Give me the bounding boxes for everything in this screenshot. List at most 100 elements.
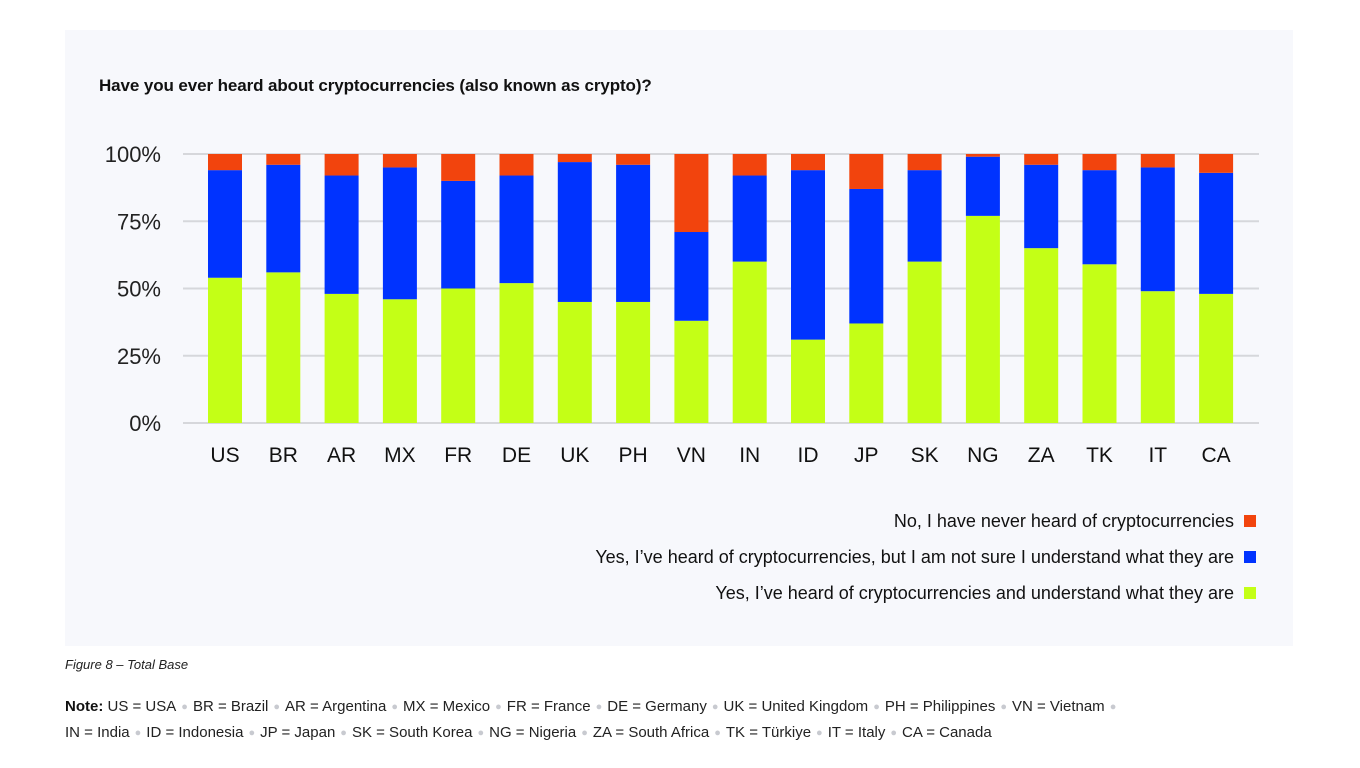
bar-segment-understand	[616, 301, 651, 423]
note-entry: CA = Canada	[902, 724, 992, 741]
bar-segment-not-sure	[266, 164, 301, 273]
bar-segment-never-heard	[557, 154, 592, 163]
x-tick-label: SK	[911, 444, 939, 467]
legend-swatch-red	[1244, 515, 1256, 527]
bar-segment-not-sure	[732, 175, 767, 262]
bar-segment-never-heard	[849, 154, 884, 189]
stacked-bar-chart: 0% 25% 50% 75% 100% US BR AR MX FR DE UK PH VN IN ID JP…	[105, 142, 1259, 467]
bar-stack-uk	[557, 154, 592, 423]
bar-segment-not-sure	[441, 180, 476, 289]
note-entry: SK = South Korea	[351, 724, 473, 741]
x-tick-label: NG	[967, 444, 999, 467]
y-tick-label: 50%	[117, 277, 161, 302]
bar-segment-never-heard	[1024, 154, 1059, 165]
bar-segment-understand	[732, 261, 767, 423]
legend-swatch-blue	[1244, 551, 1256, 563]
note-line-2: IN = India ● ID = Indonesia ● JP = Japan ● SK …	[65, 720, 1265, 746]
bar-segment-understand	[674, 320, 709, 423]
note-label: Note:	[65, 698, 104, 715]
bar-stack-ar	[324, 154, 359, 423]
bar-stack-sk	[907, 154, 942, 423]
bar-stack-de	[499, 154, 534, 423]
bar-stack-fr	[441, 154, 476, 423]
x-tick-label: DE	[502, 444, 531, 467]
bar-segment-understand	[499, 283, 534, 423]
legend-item-heard-not-sure: Yes, I’ve heard of cryptocurrencies, but…	[595, 539, 1256, 575]
gridlines	[183, 153, 1259, 424]
bar-segment-understand	[849, 323, 884, 423]
bar-segment-not-sure	[557, 162, 592, 302]
bar-segment-not-sure	[965, 156, 1000, 216]
bar-stack-in	[732, 154, 767, 423]
bar-segment-never-heard	[1140, 154, 1175, 168]
bar-stack-tk	[1082, 154, 1117, 423]
note-entry: IN = India	[65, 724, 130, 741]
x-tick-label: UK	[560, 444, 589, 467]
bar-stack-id	[791, 154, 825, 423]
x-tick-label: VN	[677, 444, 706, 467]
x-axis-ticks: US BR AR MX FR DE UK PH VN IN ID JP SK NG ZA TK IT CA	[210, 444, 1230, 467]
note-entry: FR = France	[506, 698, 591, 715]
bar-segment-understand	[1024, 248, 1059, 423]
note-entry: US = USA	[107, 698, 177, 715]
legend: No, I have never heard of cryptocurrenci…	[595, 503, 1256, 611]
x-tick-label: PH	[619, 444, 648, 467]
bullet-separator: ●	[1109, 701, 1117, 713]
bar-segment-never-heard	[382, 154, 417, 168]
note-entry: UK = United Kingdom	[723, 698, 869, 715]
bar-segment-never-heard	[965, 154, 1000, 157]
legend-swatch-green	[1244, 587, 1256, 599]
note-entry: TK = Türkiye	[725, 724, 812, 741]
bar-stack-ph	[616, 154, 651, 423]
chart-title: Have you ever heard about cryptocurrenci…	[99, 76, 652, 95]
x-tick-label: AR	[327, 444, 356, 467]
bar-segment-understand	[557, 301, 592, 423]
bullet-separator: ●	[273, 701, 281, 713]
x-tick-label: TK	[1086, 444, 1113, 467]
figure-caption: Figure 8 – Total Base	[65, 657, 189, 672]
bar-segment-not-sure	[1199, 172, 1234, 294]
bullet-separator: ●	[873, 701, 880, 713]
bar-segment-never-heard	[441, 154, 476, 181]
bar-segment-understand	[1140, 291, 1175, 423]
legend-item-heard-understand: Yes, I’ve heard of cryptocurrencies and …	[595, 575, 1256, 611]
note-entry: NG = Nigeria	[489, 724, 577, 741]
bar-segment-not-sure	[324, 175, 359, 294]
x-tick-label: IT	[1148, 444, 1167, 467]
bar-segment-understand	[791, 339, 825, 423]
bar-segment-understand	[441, 288, 476, 423]
bar-segment-understand	[965, 215, 1000, 423]
x-tick-label: IN	[739, 444, 760, 467]
note-entry: DE = Germany	[607, 698, 707, 715]
legend-label: No, I have never heard of cryptocurrenci…	[893, 510, 1234, 531]
note-entry: VN = Vietnam	[1011, 698, 1105, 715]
y-tick-label: 75%	[117, 209, 161, 234]
note-entry: ZA = South Africa	[592, 724, 710, 741]
bar-segment-never-heard	[674, 154, 709, 233]
bar-segment-not-sure	[1140, 167, 1175, 292]
bullet-separator: ●	[595, 701, 603, 713]
x-tick-label: ZA	[1028, 444, 1055, 467]
bar-stack-mx	[382, 154, 417, 423]
bullet-separator: ●	[477, 727, 485, 739]
bar-segment-not-sure	[382, 167, 417, 300]
bar-segment-never-heard	[499, 154, 534, 176]
bar-segment-never-heard	[907, 154, 942, 171]
x-tick-label: CA	[1202, 444, 1231, 467]
x-tick-label: BR	[269, 444, 298, 467]
bar-segment-understand	[208, 277, 242, 423]
x-tick-label: ID	[798, 444, 819, 467]
bullet-separator: ●	[391, 701, 399, 713]
bar-segment-not-sure	[674, 232, 709, 321]
bar-stack-ca	[1199, 154, 1234, 423]
bullet-separator: ●	[714, 727, 721, 739]
bar-segment-not-sure	[849, 188, 884, 324]
bar-stack-ng	[965, 154, 1000, 423]
bar-segment-not-sure	[616, 164, 651, 302]
legend-item-never-heard: No, I have never heard of cryptocurrenci…	[595, 503, 1256, 539]
bar-stack-za	[1024, 154, 1059, 423]
note-entry: JP = Japan	[260, 724, 336, 741]
x-tick-label: US	[210, 444, 239, 467]
x-tick-label: FR	[444, 444, 472, 467]
bullet-separator: ●	[711, 701, 719, 713]
